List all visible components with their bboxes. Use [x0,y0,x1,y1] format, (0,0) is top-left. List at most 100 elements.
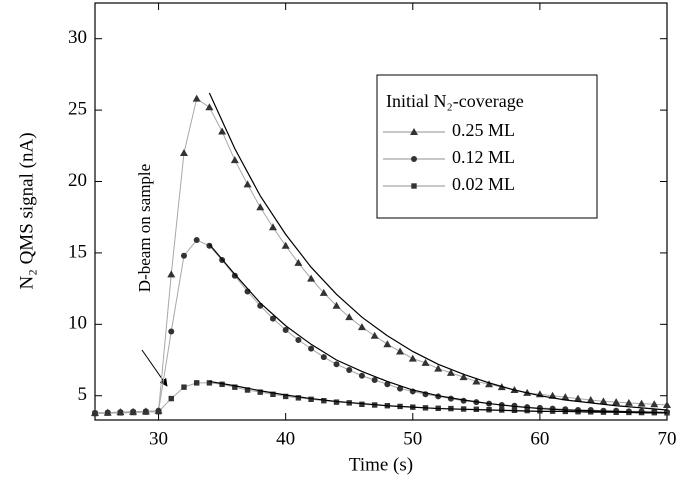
y-tick-label: 15 [68,241,87,262]
y-tick-label: 25 [68,98,87,119]
y-tick-label: 30 [68,27,87,48]
marker-triangle [319,288,328,296]
marker-triangle [408,354,417,362]
marker-triangle [421,358,430,366]
marker-square [181,384,187,390]
marker-circle [180,252,187,259]
marker-circle [168,328,175,335]
marker-square [257,389,263,395]
marker-triangle [383,340,392,348]
marker-circle [333,361,340,368]
marker-circle [397,385,404,392]
marker-triangle [243,180,252,188]
marker-triangle [574,394,583,402]
marker-triangle [446,368,455,376]
marker-square [206,380,213,386]
marker-triangle [307,274,316,282]
marker-square [321,398,327,404]
marker-square [270,391,276,397]
marker-circle [411,156,417,162]
marker-triangle [268,223,277,231]
fit-line [208,92,668,411]
marker-triangle [370,331,379,339]
marker-triangle [586,396,595,404]
series-line [94,97,668,414]
marker-square [411,183,417,189]
marker-square [155,409,162,415]
marker-circle [371,377,378,384]
fit-line [208,243,668,414]
marker-square [359,401,365,407]
plot-frame [94,2,668,421]
marker-square [117,410,124,416]
marker-triangle [410,128,418,135]
x-tick-label: 70 [658,428,677,449]
marker-circle [282,327,289,334]
legend-label: 0.02 ML [452,174,515,194]
marker-triangle [332,301,341,309]
marker-triangle [561,393,570,401]
annotation: D-beam on sample [135,164,154,292]
marker-square [143,409,149,415]
marker-triangle [637,399,646,407]
marker-square [168,395,174,402]
marker-square [232,384,238,390]
series-line [94,239,668,414]
x-tick-label: 60 [530,428,549,449]
legend-label: 0.12 ML [452,147,515,167]
marker-triangle [612,398,621,406]
marker-triangle [192,94,201,102]
y-axis-label: N₂ QMS signal (nA) [16,132,37,289]
marker-square [130,409,136,416]
y-tick-label: 5 [78,384,88,405]
marker-circle [320,354,327,361]
series-line [94,382,668,415]
annotation-arrow [141,349,168,387]
marker-square [193,380,200,386]
marker-triangle [663,401,671,409]
marker-circle [346,367,353,374]
marker-triangle [281,241,290,249]
marker-triangle [396,347,405,355]
x-tick-label: 40 [276,428,295,449]
marker-circle [206,242,213,249]
marker-circle [358,372,365,379]
marker-triangle [167,270,176,278]
marker-triangle [599,397,608,405]
marker-triangle [434,364,443,372]
marker-square [92,410,98,417]
y-tick-label: 20 [68,170,87,191]
marker-triangle [357,323,366,331]
marker-circle [269,315,276,322]
marker-triangle [472,377,481,385]
marker-triangle [650,400,659,408]
marker-triangle [218,127,227,135]
marker-square [244,387,251,393]
marker-square [333,399,340,405]
marker-triangle [345,313,354,321]
marker-square [282,393,289,400]
marker-triangle [294,258,303,266]
marker-triangle [205,103,214,111]
x-tick-label: 50 [403,428,422,449]
marker-circle [308,345,315,352]
x-axis-label: Time (s) [349,454,413,475]
marker-circle [511,402,518,409]
marker-square [295,395,302,401]
marker-triangle [230,156,239,164]
x-tick-label: 30 [149,428,168,449]
fit-line [209,380,667,414]
marker-circle [384,381,391,388]
marker-triangle [179,148,188,156]
marker-circle [231,272,238,279]
legend-label: 0.25 ML [452,120,515,140]
legend-box [376,74,598,219]
marker-square [219,381,225,387]
marker-circle [295,337,302,344]
marker-circle [193,237,200,244]
marker-triangle [485,380,494,388]
marker-triangle [256,203,265,211]
legend-title: Initial N₂-coverage [386,91,524,111]
y-tick-label: 10 [68,313,87,334]
